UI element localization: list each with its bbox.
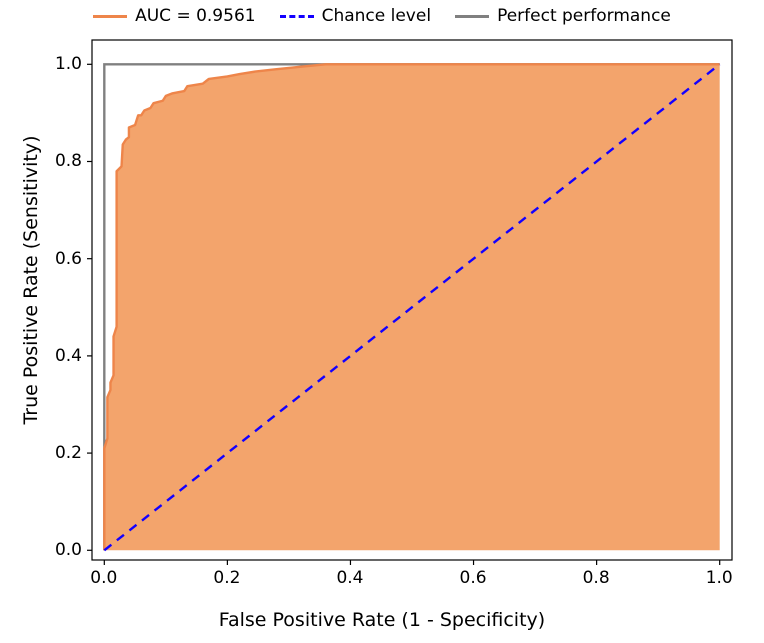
legend-item-perfect: Perfect performance (455, 6, 671, 26)
x-tick-label: 0.2 (213, 568, 240, 588)
x-tick-label: 0.8 (583, 568, 610, 588)
y-tick-label: 0.8 (55, 151, 82, 171)
legend-item-auc: AUC = 0.9561 (93, 6, 255, 26)
y-tick-label: 0.0 (55, 540, 82, 560)
y-axis-label: True Positive Rate (Sensitivity) (20, 80, 42, 480)
x-tick-label: 0.0 (90, 568, 117, 588)
x-axis-label: False Positive Rate (1 - Specificity) (0, 609, 764, 631)
x-tick-label: 0.6 (460, 568, 487, 588)
legend-label-chance: Chance level (322, 6, 431, 26)
roc-figure: AUC = 0.9561 Chance level Perfect perfor… (0, 0, 764, 643)
legend-label-perfect: Perfect performance (497, 6, 671, 26)
legend-swatch-perfect (455, 15, 489, 18)
legend-swatch-auc (93, 15, 127, 18)
y-tick-label: 0.6 (55, 249, 82, 269)
y-tick-label: 0.2 (55, 443, 82, 463)
legend: AUC = 0.9561 Chance level Perfect perfor… (0, 6, 764, 26)
x-tick-label: 0.4 (336, 568, 363, 588)
legend-swatch-chance (280, 15, 314, 18)
legend-label-auc: AUC = 0.9561 (135, 6, 255, 26)
y-tick-label: 0.4 (55, 346, 82, 366)
plot-svg (0, 0, 764, 643)
legend-item-chance: Chance level (280, 6, 431, 26)
y-tick-label: 1.0 (55, 54, 82, 74)
x-tick-label: 1.0 (706, 568, 733, 588)
